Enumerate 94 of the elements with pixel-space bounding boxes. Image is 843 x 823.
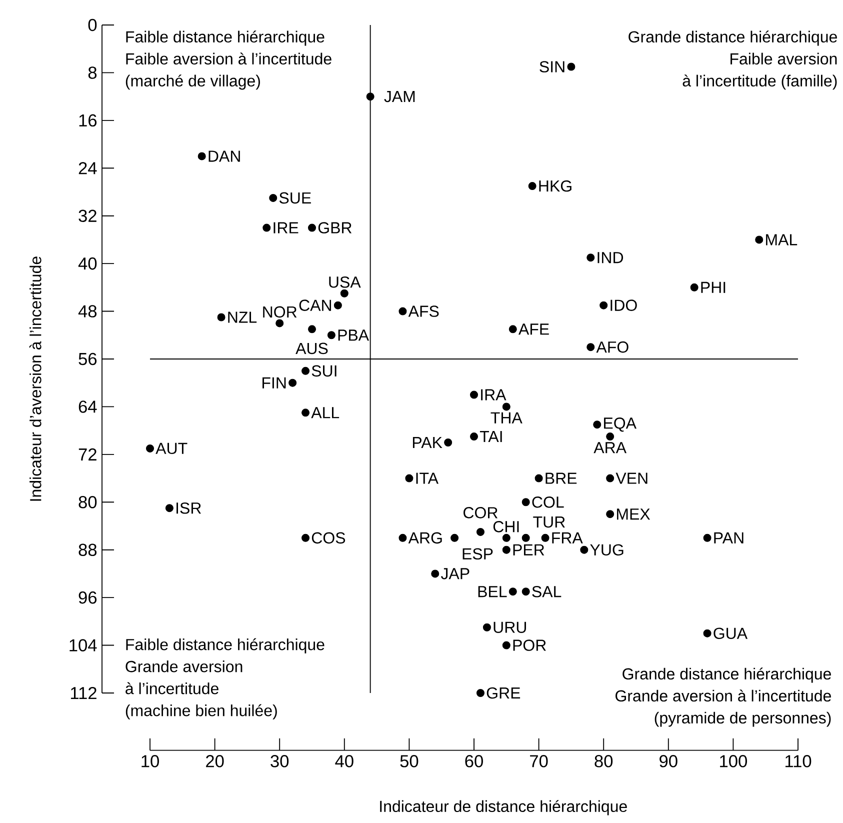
annotation: AFO xyxy=(596,341,628,353)
annotation: EQA xyxy=(604,418,636,432)
annotation: PBA xyxy=(338,330,370,341)
annotation: FRA xyxy=(552,532,583,544)
y-tick-label: 64 xyxy=(78,400,97,413)
x-tick-label: 70 xyxy=(530,755,548,768)
y-tick-label: 40 xyxy=(78,257,97,270)
y-tick-label: 72 xyxy=(78,448,96,460)
x-tick-label: 100 xyxy=(720,755,747,768)
annotation: PAN xyxy=(714,532,744,544)
annotation: Grande aversion à l’incertitude xyxy=(616,690,831,702)
annotation: BEL xyxy=(478,586,507,598)
annotation: ALL xyxy=(311,407,340,418)
annotation: ISR xyxy=(176,502,201,514)
x-tick-label: 80 xyxy=(594,755,613,768)
annotation: AFS xyxy=(408,306,439,317)
y-tick-label: 104 xyxy=(70,639,97,652)
y-tick-label: 56 xyxy=(78,352,97,366)
annotation: à l’incertitude xyxy=(126,682,218,694)
annotation: THA xyxy=(490,412,522,424)
annotation: BRE xyxy=(546,472,577,484)
annotation: YUG xyxy=(590,544,624,556)
y-tick-label: 112 xyxy=(70,686,96,700)
annotation: VEN xyxy=(616,472,648,484)
annotation: Faible distance hiérarchique xyxy=(126,638,324,654)
annotation: TUR xyxy=(533,516,565,528)
annotation: GBR xyxy=(318,222,352,234)
x-tick-label: 30 xyxy=(270,755,289,768)
annotation: IRA xyxy=(481,389,506,400)
annotation: GRE xyxy=(486,687,520,699)
y-tick-label: 96 xyxy=(78,591,97,604)
annotation: Grande distance hiérarchique xyxy=(622,668,831,683)
annotation: IND xyxy=(598,252,624,264)
text: (pyramide de personnes) xyxy=(654,712,831,727)
annotation: COL xyxy=(532,496,564,508)
x-tick-label: 110 xyxy=(786,755,812,768)
annotation: SUI xyxy=(312,365,336,377)
x-tick-label: 90 xyxy=(660,755,678,768)
annotation: AUS xyxy=(296,342,328,354)
annotation: SUE xyxy=(279,192,311,204)
annotation: SAL xyxy=(532,586,562,598)
x-tick-label: 60 xyxy=(465,755,483,768)
x-tick-label: 50 xyxy=(400,755,418,768)
y-tick-label: 48 xyxy=(78,305,97,318)
annotation: COS xyxy=(312,532,346,544)
annotation: AFE xyxy=(518,324,549,335)
annotation: ITA xyxy=(416,472,438,484)
annotation: COR xyxy=(464,507,498,518)
annotation: NOR xyxy=(263,306,297,318)
annotation: TAI xyxy=(480,431,502,442)
y-tick-label: 32 xyxy=(78,210,96,222)
annotation: IDO xyxy=(610,300,637,311)
x-axis-title: Indicateur de distance hiérarchique xyxy=(380,800,627,816)
text: (machine bien huilée) xyxy=(126,704,277,720)
annotation: HKG xyxy=(539,180,572,192)
annotation: PER xyxy=(513,544,544,556)
annotation: POR xyxy=(513,640,546,651)
annotation: ARA xyxy=(594,442,626,454)
annotation: Faible distance hiérarchique xyxy=(126,30,324,46)
x-tick-label: 20 xyxy=(206,755,224,768)
annotation: ARG xyxy=(408,532,442,544)
annotation: CAN xyxy=(299,300,332,311)
annotation: USA xyxy=(329,276,361,288)
annotation: PHI xyxy=(701,282,726,293)
x-tick-label: 10 xyxy=(142,755,159,768)
y-axis-title: Indicateur d’aversion à l’incertitude xyxy=(29,256,42,501)
annotation: DAN xyxy=(208,150,240,162)
annotation: CHI xyxy=(493,521,519,532)
y-tick-label: 8 xyxy=(88,66,97,79)
annotation: Faible aversion xyxy=(730,52,837,65)
annotation: PAK xyxy=(412,437,442,448)
annotation: MAL xyxy=(766,234,798,246)
annotation: IRE xyxy=(274,222,298,234)
annotation: AUT xyxy=(156,442,188,454)
annotation: JAP xyxy=(440,568,470,580)
annotation: GUA xyxy=(714,628,748,640)
annotation: (marché de village) xyxy=(126,74,260,90)
annotation: SIN xyxy=(540,61,564,72)
annotation: à l’incertitude (famille) xyxy=(682,74,837,90)
annotation: URU xyxy=(494,622,526,633)
annotation: NZL xyxy=(228,312,257,323)
annotation: MEX xyxy=(617,508,650,520)
y-tick-label: 24 xyxy=(78,162,97,174)
annotation: Grande distance hiérarchique xyxy=(628,30,837,46)
annotation: ESP xyxy=(462,548,493,560)
annotation: JAM xyxy=(384,90,415,102)
y-tick-label: 80 xyxy=(78,496,97,508)
x-tick-label: 40 xyxy=(335,755,354,768)
y-tick-label: 16 xyxy=(79,114,97,127)
annotation: Faible aversion à l’incertitude xyxy=(126,52,332,65)
annotation: FIN xyxy=(262,377,286,388)
y-tick-label: 88 xyxy=(78,544,97,556)
y-tick-label: 0 xyxy=(88,18,97,32)
annotation: Grande aversion xyxy=(126,660,242,672)
